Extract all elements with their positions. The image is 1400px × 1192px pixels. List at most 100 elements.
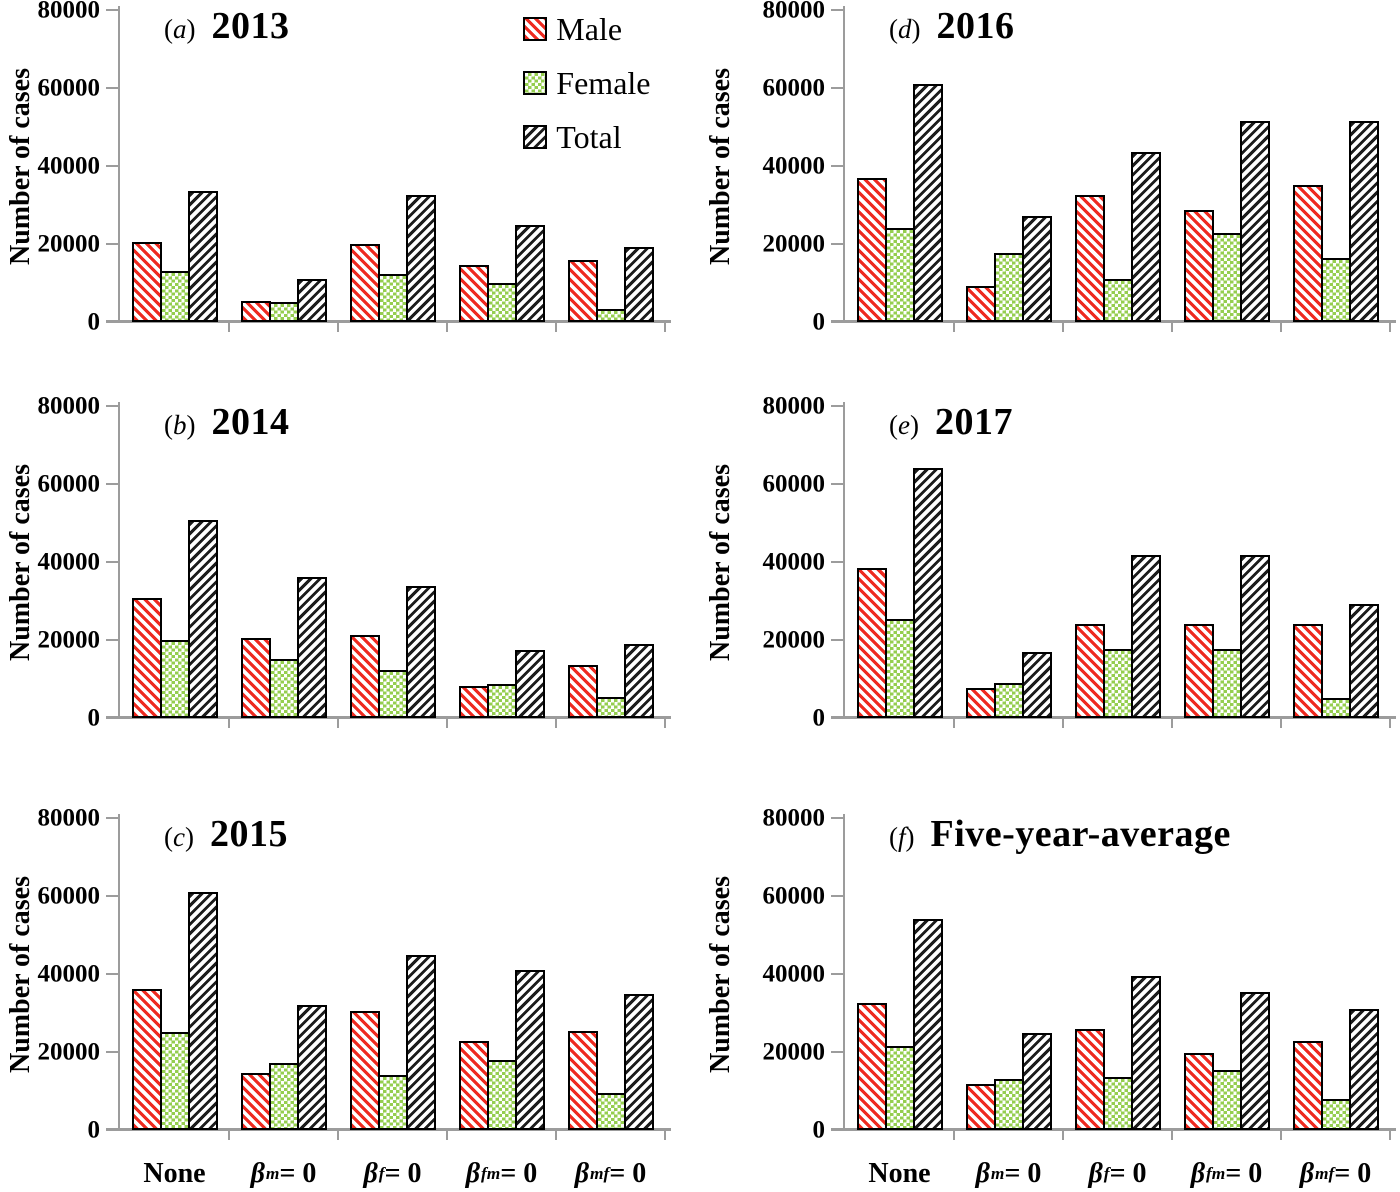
x-tick-mark xyxy=(446,718,448,728)
y-tick-label: 0 xyxy=(87,1116,101,1144)
bar-total xyxy=(1130,555,1161,718)
bar-female xyxy=(486,1060,517,1130)
x-tick-mark xyxy=(1171,1130,1173,1140)
bar-female xyxy=(268,659,299,718)
y-tick-mark xyxy=(831,483,845,485)
bar-group xyxy=(120,10,229,322)
bar-groups xyxy=(120,818,665,1130)
y-tick-label: 40000 xyxy=(762,152,826,180)
x-tick-mark xyxy=(664,322,666,332)
beta-subscript: mf xyxy=(590,1164,610,1184)
bar-group xyxy=(229,818,338,1130)
bar-total xyxy=(1348,1009,1379,1130)
legend-swatch-female xyxy=(523,70,548,95)
x-category-label: None xyxy=(868,1158,931,1189)
x-category-label: β mf = 0 xyxy=(1299,1158,1372,1189)
x-category-label: β fm = 0 xyxy=(465,1158,538,1189)
y-tick-mark xyxy=(106,717,120,719)
y-tick-label: 60000 xyxy=(37,470,101,498)
y-tick-label: 80000 xyxy=(762,804,826,832)
legend-item-female: Female xyxy=(523,66,650,99)
x-tick-mark xyxy=(1280,718,1282,728)
panel-letter-char: e xyxy=(898,410,910,440)
bar-female xyxy=(884,228,915,322)
y-tick-label: 60000 xyxy=(762,882,826,910)
y-axis: 0 20000 40000 60000 80000 xyxy=(0,0,120,335)
x-tick-mark xyxy=(664,718,666,728)
panel-letter: (b) xyxy=(164,410,196,440)
chart-panel: Number of cases 0 20000 40000 60000 80000 (a… xyxy=(0,0,700,396)
bar-group xyxy=(1063,10,1172,322)
panel-header: (b) 2014 xyxy=(164,400,290,444)
bar-female xyxy=(486,684,517,718)
y-tick-mark xyxy=(106,165,120,167)
bar-male xyxy=(458,1041,489,1130)
bar-total xyxy=(187,191,218,322)
bar-male xyxy=(240,638,271,718)
legend-item-total: Total xyxy=(523,120,650,153)
panel-title: 2013 xyxy=(211,5,290,47)
bar-total xyxy=(1130,976,1161,1130)
legend-swatch-total xyxy=(523,124,548,149)
panel-title: 2015 xyxy=(209,813,288,855)
bar-female xyxy=(159,271,190,322)
y-tick-mark xyxy=(106,405,120,407)
x-tick-mark xyxy=(1389,1130,1391,1140)
x-tick-mark xyxy=(555,1130,557,1140)
beta-symbol: β xyxy=(1299,1158,1315,1189)
bar-group xyxy=(1063,406,1172,718)
beta-symbol: β xyxy=(1190,1158,1206,1189)
bar-female xyxy=(993,683,1024,718)
plot-area: (f) Five-year-average xyxy=(831,813,1396,1140)
x-tick-mark xyxy=(446,1130,448,1140)
y-tick-label: 20000 xyxy=(762,230,826,258)
panel-letter: (f) xyxy=(889,822,915,852)
bar-male xyxy=(965,688,996,718)
bar-male xyxy=(965,286,996,322)
bar-total xyxy=(912,84,943,322)
bar-total xyxy=(514,970,545,1130)
x-tick-mark xyxy=(664,1130,666,1140)
bar-female xyxy=(268,1063,299,1130)
bar-female xyxy=(993,1079,1024,1130)
x-category-label: β mf = 0 xyxy=(574,1158,647,1189)
bar-male xyxy=(1292,185,1323,322)
bar-groups xyxy=(120,10,665,322)
panel-title: 2014 xyxy=(211,401,290,443)
bar-total xyxy=(623,644,654,718)
y-tick-mark xyxy=(831,561,845,563)
y-tick-label: 40000 xyxy=(762,548,826,576)
y-tick-mark xyxy=(106,243,120,245)
bar-total xyxy=(1021,652,1052,718)
bar-female xyxy=(377,1075,408,1130)
x-tick-mark xyxy=(1280,1130,1282,1140)
y-tick-label: 80000 xyxy=(37,804,101,832)
x-tick-mark xyxy=(446,322,448,332)
panel-title: 2016 xyxy=(936,5,1015,47)
panel-letter: (a) xyxy=(164,14,196,44)
bar-female xyxy=(884,619,915,718)
y-tick-label: 0 xyxy=(87,704,101,732)
bar-group xyxy=(845,818,954,1130)
bar-group xyxy=(338,406,447,718)
legend-label-total: Total xyxy=(556,118,622,155)
bar-male xyxy=(1183,624,1214,718)
bar-total xyxy=(296,1005,327,1130)
bar-groups xyxy=(120,406,665,718)
bar-female xyxy=(1102,649,1133,718)
panel-letter-char: f xyxy=(898,822,906,852)
bar-group xyxy=(954,818,1063,1130)
y-tick-label: 80000 xyxy=(762,0,826,24)
panel-header: (a) 2013 xyxy=(164,4,290,48)
bar-male xyxy=(1292,624,1323,718)
panel-letter-char: d xyxy=(898,14,912,44)
x-tick-mark xyxy=(1280,322,1282,332)
beta-subscript: f xyxy=(1103,1164,1110,1184)
chart-panel: Number of cases 0 20000 40000 60000 80000 (b… xyxy=(0,394,700,792)
beta-subscript: mf xyxy=(1315,1164,1335,1184)
bar-female xyxy=(159,640,190,718)
bar-total xyxy=(1239,121,1270,322)
